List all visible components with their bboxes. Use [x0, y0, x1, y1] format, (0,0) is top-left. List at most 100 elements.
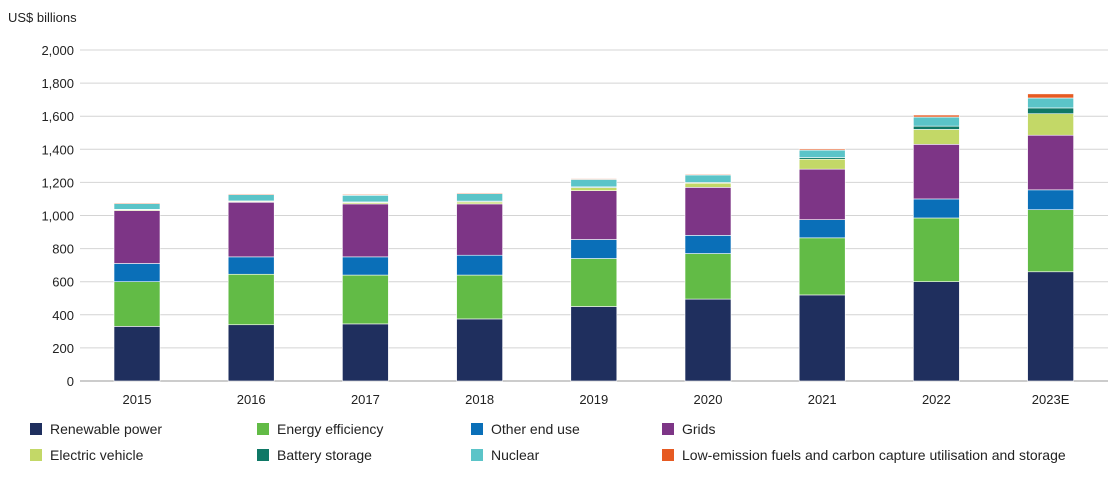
bar-segment-2016-3: [227, 201, 275, 258]
bar-segment-2017-7: [342, 194, 389, 196]
bar-segment-2022-2: [913, 198, 960, 219]
legend-label: Grids: [682, 421, 716, 437]
legend-item: Grids: [662, 421, 715, 437]
x-tick-label: 2015: [123, 392, 152, 407]
bar-segment-2015-2: [113, 263, 161, 282]
y-tick-label: 1,800: [41, 76, 74, 91]
bar-segment-2022-4: [913, 129, 960, 145]
legend-swatch: [471, 449, 483, 461]
bar-segment-2016-2: [227, 256, 275, 275]
bar-segment-2016-6: [227, 194, 275, 202]
x-tick-label: 2022: [922, 392, 951, 407]
legend-label: Nuclear: [491, 447, 540, 463]
legend-swatch: [257, 449, 269, 461]
x-tick-label: 2018: [465, 392, 494, 407]
bar-segment-2017-0: [342, 323, 389, 382]
bar-segment-2016-1: [227, 273, 275, 326]
bar-segment-2019-6: [570, 179, 618, 188]
legend-item: Energy efficiency: [257, 421, 383, 437]
bar-segment-2021-1: [798, 237, 846, 296]
bar-segment-2016-0: [227, 324, 275, 382]
y-tick-label: 1,000: [41, 209, 74, 224]
bar-segment-2019-0: [570, 306, 618, 382]
bar-segment-2023E-4: [1027, 113, 1074, 136]
bar-segment-2017-3: [342, 203, 389, 258]
legend-item: Renewable power: [30, 421, 162, 437]
legend-label: Other end use: [491, 421, 580, 437]
bar-segment-2022-5: [913, 125, 960, 130]
bar-segment-2021-6: [798, 149, 846, 158]
bar-segment-2020-4: [684, 182, 732, 188]
bar-segment-2019-4: [570, 187, 618, 191]
bar-segment-2020-7: [684, 173, 732, 176]
legend-swatch: [257, 423, 269, 435]
bar-segment-2022-6: [913, 116, 960, 127]
bar-segment-2020-6: [684, 174, 732, 183]
bar-segment-2022-7: [913, 114, 960, 118]
x-tick-label: 2021: [808, 392, 837, 407]
y-tick-label: 800: [52, 242, 74, 257]
bar-segment-2015-0: [113, 326, 161, 382]
bar-segment-2022-0: [913, 281, 960, 382]
y-tick-label: 200: [52, 341, 74, 356]
legend-label: Electric vehicle: [50, 447, 144, 463]
y-tick-label: 400: [52, 308, 74, 323]
bar-segment-2015-3: [113, 210, 161, 264]
bar-segment-2020-0: [684, 298, 732, 382]
y-tick-label: 1,400: [41, 142, 74, 157]
bar-segment-2022-1: [913, 217, 960, 282]
legend-item: Other end use: [471, 421, 580, 437]
bar-segment-2018-3: [456, 203, 503, 256]
legend-label: Energy efficiency: [277, 421, 384, 437]
legend-swatch: [662, 449, 674, 461]
x-tick-label: 2016: [237, 392, 266, 407]
legend-label: Low-emission fuels and carbon capture ut…: [682, 447, 1066, 463]
legend-item: Electric vehicle: [30, 447, 143, 463]
y-tick-label: 2,000: [41, 43, 74, 58]
legend-item: Nuclear: [471, 447, 539, 463]
bar-segment-2016-7: [227, 193, 275, 195]
bar-segment-2020-3: [684, 187, 732, 236]
legend-label: Renewable power: [50, 421, 163, 437]
x-tick-label: 2023E: [1032, 392, 1070, 407]
y-tick-label: 1,600: [41, 109, 74, 124]
bar-segment-2022-3: [913, 144, 960, 200]
bar-segment-2015-6: [113, 203, 161, 210]
bar-segment-2023E-6: [1027, 97, 1074, 109]
bar-segment-2019-3: [570, 190, 618, 240]
legend-swatch: [471, 423, 483, 435]
bar-segment-2018-1: [456, 274, 503, 320]
bar-segment-2023E-1: [1027, 209, 1074, 273]
legend-item: Low-emission fuels and carbon capture ut…: [662, 447, 1066, 463]
y-axis-title: US$ billions: [8, 10, 77, 25]
bar-segment-2020-1: [684, 253, 732, 300]
y-tick-label: 600: [52, 275, 74, 290]
bar-segment-2023E-7: [1027, 93, 1074, 99]
bar-segment-2021-0: [798, 294, 846, 382]
legend-swatch: [662, 423, 674, 435]
bar-segment-2019-2: [570, 239, 618, 259]
bar-segment-2019-1: [570, 258, 618, 307]
x-tick-label: 2020: [694, 392, 723, 407]
bars-layer: [113, 93, 1074, 382]
bar-segment-2017-2: [342, 256, 389, 276]
legend-item: Battery storage: [257, 447, 372, 463]
bar-segment-2019-7: [570, 178, 618, 180]
bar-segment-2023E-0: [1027, 271, 1074, 382]
bar-segment-2023E-5: [1027, 107, 1074, 115]
bar-segment-2021-4: [798, 158, 846, 170]
bar-segment-2018-2: [456, 254, 503, 276]
x-tick-label: 2019: [579, 392, 608, 407]
x-tick-labels: 2015 2016 2017 2018 2019 2020 2021 2022 2023E: [123, 392, 1070, 407]
bar-segment-2018-0: [456, 318, 503, 382]
legend-swatch: [30, 423, 42, 435]
bar-segment-2015-1: [113, 281, 161, 327]
y-tick-label: 1,200: [41, 175, 74, 190]
bar-segment-2021-3: [798, 168, 846, 220]
bar-segment-2020-2: [684, 235, 732, 254]
legend-label: Battery storage: [277, 447, 372, 463]
legend-swatch: [30, 449, 42, 461]
bar-segment-2021-7: [798, 148, 846, 151]
bar-segment-2015-7: [113, 202, 161, 204]
bar-segment-2023E-3: [1027, 134, 1074, 191]
